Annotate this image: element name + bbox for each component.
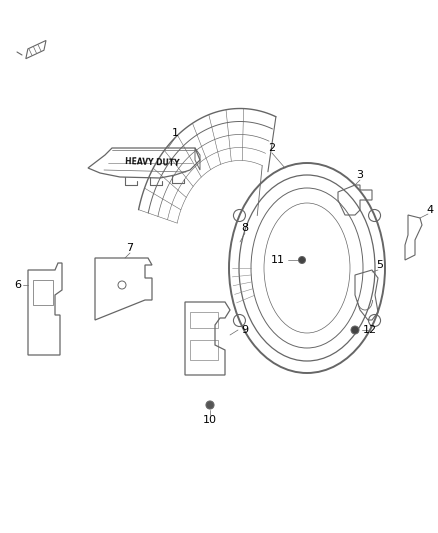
Text: 10: 10: [203, 415, 217, 425]
Text: 5: 5: [377, 260, 384, 270]
Text: 3: 3: [357, 170, 364, 180]
Text: 12: 12: [363, 325, 377, 335]
Text: 8: 8: [241, 223, 248, 233]
Text: 1: 1: [172, 128, 179, 138]
Text: 7: 7: [127, 243, 134, 253]
Ellipse shape: [351, 326, 359, 334]
Text: 11: 11: [271, 255, 285, 265]
Text: 4: 4: [427, 205, 434, 215]
Ellipse shape: [299, 256, 305, 263]
Ellipse shape: [206, 401, 214, 409]
Text: 2: 2: [268, 143, 276, 153]
Text: 6: 6: [14, 280, 21, 290]
Text: HEAVY DUTY: HEAVY DUTY: [125, 157, 179, 167]
Text: 9: 9: [241, 325, 248, 335]
